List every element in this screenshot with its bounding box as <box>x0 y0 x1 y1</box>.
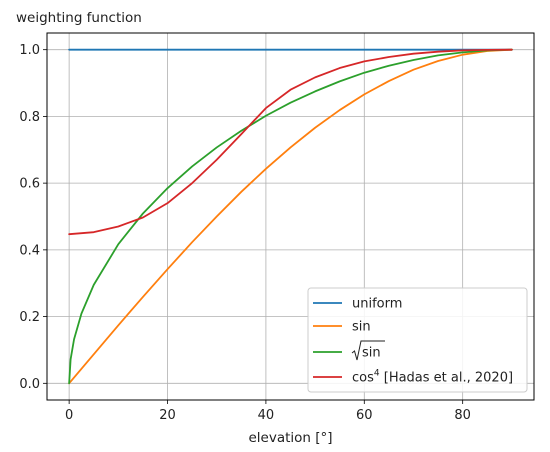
legend-superscript: 4 <box>374 369 380 379</box>
legend-label: cos4 [Hadas et al., 2020] <box>352 369 513 386</box>
legend-label: uniform <box>352 297 402 312</box>
legend-label: sin <box>362 346 381 361</box>
legend-label: sin <box>352 320 371 335</box>
legend: uniform sin sin cos4 [Hadas et al., 2020] <box>307 287 528 393</box>
y-tick-label: 1.0 <box>19 43 40 58</box>
axis-ticks: 0 20 40 60 80 0.0 0.2 0.4 0.6 0.8 1.0 <box>19 43 471 423</box>
x-tick-label: 60 <box>356 408 373 423</box>
x-axis-title: elevation [°] <box>248 430 332 446</box>
x-tick-label: 0 <box>65 408 73 423</box>
y-tick-label: 0.0 <box>19 377 40 392</box>
x-tick-label: 40 <box>258 408 275 423</box>
series-line-3 <box>68 48 513 236</box>
y-tick-label: 0.2 <box>19 310 40 325</box>
y-tick-label: 0.8 <box>19 110 40 125</box>
legend-box <box>307 287 528 393</box>
legend-label-suffix: [Hadas et al., 2020] <box>380 371 513 386</box>
series-lines <box>68 48 513 385</box>
series-line-2 <box>68 48 513 385</box>
x-tick-label: 20 <box>159 408 176 423</box>
y-tick-label: 0.6 <box>19 177 40 192</box>
y-axis-title: weighting function <box>16 10 142 26</box>
series-line-1 <box>68 48 513 385</box>
y-tick-label: 0.4 <box>19 243 40 258</box>
x-tick-label: 80 <box>454 408 471 423</box>
sqrt-radical-icon <box>351 340 385 361</box>
plot-area-frame <box>46 32 535 401</box>
